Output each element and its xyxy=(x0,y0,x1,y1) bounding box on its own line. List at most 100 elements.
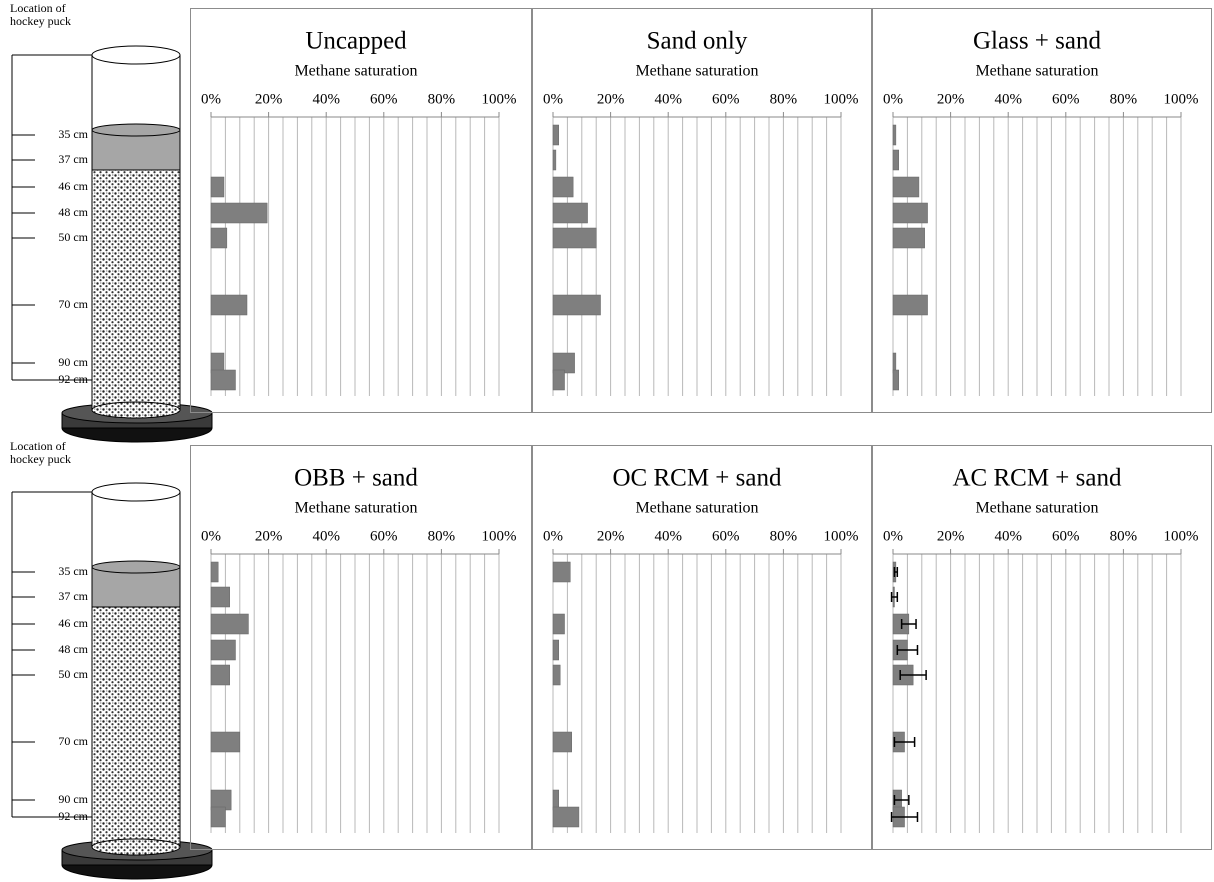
bar xyxy=(211,370,235,390)
bar xyxy=(553,125,559,145)
depth-label: 90 cm xyxy=(58,355,88,369)
x-tick-label: 100% xyxy=(482,528,517,544)
x-tick-label: 100% xyxy=(1164,528,1199,544)
x-tick-label: 20% xyxy=(597,528,625,544)
x-axis-label: Methane saturation xyxy=(975,63,1098,80)
bar xyxy=(553,203,588,223)
depth-label: 48 cm xyxy=(58,205,88,219)
chart-title: OBB + sand xyxy=(294,465,418,492)
depth-label: 37 cm xyxy=(58,589,88,603)
x-tick-label: 40% xyxy=(312,528,340,544)
x-tick-label: 100% xyxy=(824,91,859,107)
bar xyxy=(553,732,572,752)
bar xyxy=(893,295,928,315)
x-tick-label: 20% xyxy=(937,528,965,544)
bar xyxy=(893,203,928,223)
chart-title: Glass + sand xyxy=(973,28,1101,55)
bar xyxy=(211,732,240,752)
diagram-caption: Location of hockey puck xyxy=(10,2,102,28)
x-tick-label: 60% xyxy=(370,91,398,107)
bar xyxy=(553,150,556,170)
bar xyxy=(211,177,224,197)
sediment xyxy=(92,607,180,847)
x-tick-label: 20% xyxy=(937,91,965,107)
x-axis-label: Methane saturation xyxy=(635,500,758,517)
bar xyxy=(211,203,267,223)
x-tick-label: 0% xyxy=(543,528,563,544)
bar xyxy=(211,614,248,634)
diagram-caption: Location of hockey puck xyxy=(10,440,102,466)
chart-title: AC RCM + sand xyxy=(953,465,1122,492)
x-tick-label: 40% xyxy=(994,91,1022,107)
x-tick-label: 80% xyxy=(1110,528,1138,544)
x-tick-label: 40% xyxy=(654,528,682,544)
cap-top xyxy=(92,124,180,136)
x-tick-label: 80% xyxy=(770,528,798,544)
depth-label: 48 cm xyxy=(58,642,88,656)
x-tick-label: 0% xyxy=(201,91,221,107)
depth-label: 92 cm xyxy=(58,372,88,386)
x-tick-label: 80% xyxy=(1110,91,1138,107)
depth-label: 70 cm xyxy=(58,734,88,748)
x-tick-label: 80% xyxy=(770,91,798,107)
x-tick-label: 60% xyxy=(712,91,740,107)
chart-title: OC RCM + sand xyxy=(613,465,782,492)
bar xyxy=(553,177,573,197)
bar xyxy=(893,370,899,390)
bar xyxy=(553,807,579,827)
bar xyxy=(211,807,225,827)
x-tick-label: 0% xyxy=(543,91,563,107)
depth-label: 35 cm xyxy=(58,564,88,578)
depth-label: 70 cm xyxy=(58,297,88,311)
bar xyxy=(211,665,230,685)
x-tick-label: 0% xyxy=(201,528,221,544)
x-tick-label: 40% xyxy=(654,91,682,107)
bar xyxy=(553,295,601,315)
sediment-bottom xyxy=(92,839,180,855)
x-tick-label: 100% xyxy=(482,91,517,107)
bar xyxy=(893,177,919,197)
x-axis-label: Methane saturation xyxy=(294,500,417,517)
bar xyxy=(553,562,570,582)
column-rim xyxy=(92,483,180,501)
chart-title: Uncapped xyxy=(305,28,407,55)
bar xyxy=(211,295,247,315)
bar xyxy=(211,228,227,248)
x-tick-label: 100% xyxy=(1164,91,1199,107)
x-tick-label: 40% xyxy=(312,91,340,107)
x-tick-label: 20% xyxy=(597,91,625,107)
bar xyxy=(553,228,596,248)
x-tick-label: 100% xyxy=(824,528,859,544)
bar xyxy=(211,562,218,582)
depth-label: 92 cm xyxy=(58,809,88,823)
depth-label: 37 cm xyxy=(58,152,88,166)
bar xyxy=(553,665,560,685)
x-tick-label: 60% xyxy=(1052,91,1080,107)
sediment-bottom xyxy=(92,402,180,418)
bar xyxy=(211,640,235,660)
depth-label: 90 cm xyxy=(58,792,88,806)
cap-top xyxy=(92,561,180,573)
bar xyxy=(553,640,559,660)
x-axis-label: Methane saturation xyxy=(294,63,417,80)
depth-label: 46 cm xyxy=(58,616,88,630)
x-axis-label: Methane saturation xyxy=(635,63,758,80)
bar xyxy=(893,125,896,145)
sediment xyxy=(92,170,180,410)
depth-label: 50 cm xyxy=(58,230,88,244)
depth-label: 35 cm xyxy=(58,127,88,141)
x-tick-label: 0% xyxy=(883,91,903,107)
figure: 35 cm 37 cm 46 cm 48 cm 50 cm 70 cm 90 cm 92 cm… xyxy=(0,0,1214,882)
depth-label: 46 cm xyxy=(58,179,88,193)
column-rim xyxy=(92,46,180,64)
x-tick-label: 80% xyxy=(428,91,456,107)
chart: 35 cm 37 cm 46 cm 48 cm 50 cm 70 cm 90 cm 92 cm… xyxy=(0,0,1214,882)
bar xyxy=(893,150,899,170)
depth-label: 50 cm xyxy=(58,667,88,681)
bar xyxy=(211,587,230,607)
x-tick-label: 80% xyxy=(428,528,456,544)
bar xyxy=(553,370,565,390)
